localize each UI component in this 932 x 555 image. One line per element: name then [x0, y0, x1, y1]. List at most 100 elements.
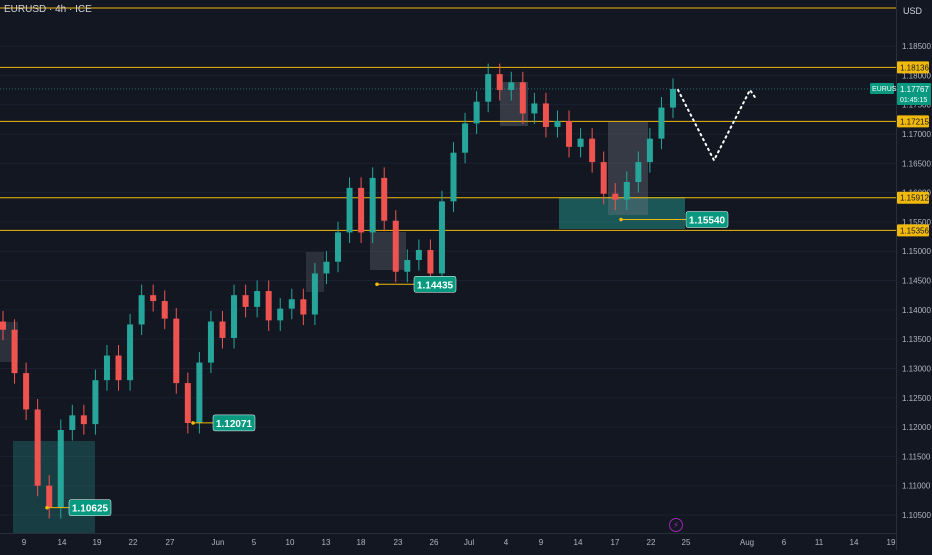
time-tick-label: Jun [212, 538, 225, 547]
candle-body [57, 429, 64, 508]
candle-body [196, 362, 203, 423]
time-tick-label: 11 [815, 538, 824, 547]
candle-body [92, 380, 99, 425]
time-tick-label: 25 [682, 538, 691, 547]
candle-body [265, 291, 272, 321]
swing-low-label: 1.15540 [689, 216, 726, 227]
time-tick-label: 26 [430, 538, 439, 547]
candle-body [589, 138, 596, 163]
time-tick-label: Aug [740, 538, 754, 547]
candle-body [554, 121, 561, 127]
swing-low-markers: 1.10625 1.12071 1.14435 1.15540 [45, 211, 729, 516]
swing-low-badge [413, 276, 457, 293]
lightning-icon[interactable]: ⚡ [669, 518, 683, 532]
candle-body [485, 74, 492, 102]
level-price-tag [897, 115, 929, 128]
candle-body [392, 220, 399, 272]
candle-body [311, 273, 318, 315]
supply-box-3 [370, 232, 406, 270]
candle-body [150, 295, 157, 302]
symbol-label: EURUSD [872, 86, 902, 93]
currency-label[interactable]: USD [903, 6, 923, 16]
time-tick-label: 9 [22, 538, 27, 547]
candle-body [404, 259, 411, 272]
candle-body [80, 415, 87, 425]
candle-body [542, 103, 549, 127]
candle-body [369, 177, 376, 233]
price-tick-label: 1.18000 [902, 71, 931, 80]
candle-body [577, 138, 584, 147]
projection-line [677, 88, 757, 163]
candle-body [11, 329, 18, 374]
candle-body [254, 291, 261, 307]
swing-low-dot [191, 421, 195, 425]
time-tick-label: 19 [887, 538, 896, 547]
candle-body [531, 103, 538, 114]
price-tick-label: 1.17000 [902, 130, 931, 139]
candle-body [415, 250, 422, 260]
candle-body [46, 485, 53, 508]
candle-body [0, 321, 6, 330]
current-price-label: 1.17767 [900, 85, 929, 94]
demand-zone-2 [559, 197, 685, 229]
price-tick-label: 1.11000 [902, 482, 931, 491]
candle-body [115, 355, 122, 381]
projection-path [677, 88, 757, 163]
price-tick-label: 1.18500 [902, 42, 931, 51]
price-tick-label: 1.14000 [902, 306, 931, 315]
candle-body [138, 295, 145, 325]
candle-body [219, 321, 226, 338]
candle-body [323, 261, 330, 274]
price-tick-label: 1.15000 [902, 247, 931, 256]
candle-body [427, 250, 434, 274]
candle-body [623, 182, 630, 200]
level-price-tag [897, 61, 929, 74]
candle-body [635, 162, 642, 183]
candle-body [300, 299, 307, 315]
horizontal-levels [0, 7, 896, 231]
candle-body [103, 355, 110, 381]
countdown-label: 01:45:15 [900, 97, 927, 104]
demand-zone-1 [13, 441, 95, 533]
candle-body [127, 324, 134, 381]
price-tick-label: 1.13000 [902, 364, 931, 373]
level-price-label: 1.17215 [900, 117, 929, 126]
candle-body [462, 123, 469, 153]
symbol-tag [870, 82, 894, 94]
time-tick-label: 18 [357, 538, 366, 547]
time-tick-label: 9 [539, 538, 544, 547]
candle-body [566, 121, 573, 147]
level-price-tag [897, 191, 929, 204]
candle-body [69, 415, 76, 430]
price-tick-label: 1.16500 [902, 159, 931, 168]
level-price-label: 1.18136 [900, 63, 929, 72]
price-tick-label: 1.17500 [902, 101, 931, 110]
level-price-label: 1.15356 [900, 226, 929, 235]
candle-body [381, 177, 388, 221]
candle-body [670, 88, 676, 108]
time-tick-label: 17 [611, 538, 620, 547]
candle-body [335, 232, 341, 262]
grid [0, 45, 896, 516]
time-tick-label: 6 [782, 538, 787, 547]
candle-body [207, 321, 214, 363]
price-tick-label: 1.15500 [902, 218, 931, 227]
swing-low-dot [375, 282, 379, 287]
candle-body [161, 301, 168, 319]
time-tick-label: 14 [58, 538, 67, 547]
candle-body [612, 193, 619, 200]
candle-body [277, 308, 284, 321]
candles [0, 63, 676, 519]
swing-low-label: 1.10625 [72, 504, 109, 515]
time-tick-label: 14 [574, 538, 583, 547]
time-tick-label: 5 [252, 538, 257, 547]
zones [0, 82, 685, 533]
swing-low-badge [685, 211, 729, 228]
candle-body [242, 295, 249, 307]
swing-low-badge [212, 414, 256, 432]
chart-title: EURUSD · 4h · ICE [4, 4, 92, 15]
time-tick-label: 4 [504, 538, 509, 547]
current-price-tag [897, 82, 931, 105]
